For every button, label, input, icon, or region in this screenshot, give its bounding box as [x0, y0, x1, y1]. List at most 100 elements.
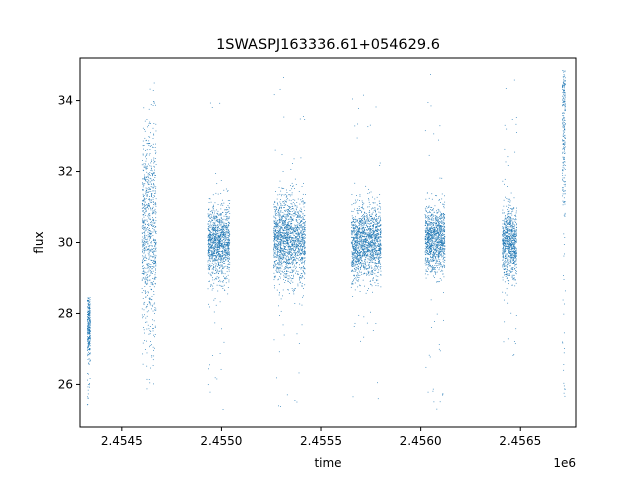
data-point — [371, 246, 372, 247]
data-point — [363, 217, 365, 219]
data-point — [146, 119, 148, 120]
data-point — [154, 309, 155, 311]
data-point — [89, 315, 91, 317]
data-point — [274, 275, 276, 277]
data-point — [87, 316, 88, 317]
data-point — [373, 231, 374, 232]
data-point — [282, 257, 284, 259]
data-point — [228, 253, 230, 254]
data-point — [281, 220, 283, 222]
data-point — [214, 260, 216, 261]
data-point — [292, 278, 293, 279]
data-point — [89, 338, 91, 339]
data-point — [273, 239, 275, 241]
data-point — [304, 260, 306, 262]
data-point — [371, 242, 373, 244]
data-point — [218, 256, 220, 258]
data-point — [354, 243, 356, 245]
data-point — [292, 270, 294, 272]
data-point — [275, 246, 276, 248]
data-point — [280, 310, 282, 312]
data-point — [374, 223, 376, 225]
data-point — [148, 250, 150, 252]
data-point — [89, 342, 91, 344]
data-point — [290, 242, 292, 243]
data-point — [372, 236, 374, 238]
data-point — [363, 249, 365, 250]
data-point — [280, 239, 282, 240]
data-point — [298, 260, 300, 261]
data-point — [275, 234, 277, 236]
data-point — [144, 241, 145, 243]
data-point — [155, 210, 157, 212]
data-point — [291, 192, 293, 194]
data-point — [150, 251, 152, 252]
data-point — [297, 239, 299, 241]
data-point — [89, 335, 91, 337]
data-point — [286, 199, 288, 201]
data-point — [380, 231, 382, 232]
data-point — [146, 388, 148, 390]
data-point — [145, 250, 147, 251]
data-point — [279, 246, 281, 248]
data-point — [303, 226, 305, 227]
data-point — [301, 250, 302, 252]
data-point — [377, 233, 379, 234]
data-point — [376, 234, 378, 236]
data-point — [368, 259, 370, 261]
data-point — [278, 187, 280, 188]
data-point — [222, 211, 224, 213]
data-point — [154, 147, 156, 148]
data-point — [356, 226, 358, 228]
data-point — [283, 250, 285, 252]
data-point — [146, 153, 148, 155]
data-point — [212, 252, 214, 253]
data-point — [226, 242, 228, 243]
data-point — [223, 234, 225, 236]
data-point — [296, 236, 298, 238]
data-point — [294, 266, 296, 268]
data-point — [280, 236, 282, 238]
data-point — [374, 202, 376, 204]
data-point — [215, 237, 217, 239]
data-point — [374, 253, 376, 255]
data-point — [274, 233, 276, 235]
data-point — [88, 301, 90, 303]
data-point — [296, 333, 298, 335]
data-point — [366, 248, 368, 250]
data-point — [147, 184, 149, 185]
data-point — [211, 252, 213, 254]
data-point — [273, 250, 275, 252]
data-point — [353, 247, 354, 249]
data-point — [149, 146, 151, 147]
data-point — [222, 229, 224, 230]
data-point — [302, 213, 304, 215]
data-point — [153, 171, 155, 173]
data-point — [375, 285, 377, 286]
data-point — [297, 216, 299, 217]
data-point — [359, 252, 361, 253]
data-point — [273, 94, 275, 96]
data-point — [218, 262, 220, 263]
data-point — [87, 336, 88, 337]
data-point — [286, 216, 288, 218]
data-point — [276, 266, 278, 268]
data-point — [278, 305, 279, 307]
data-point — [142, 363, 144, 365]
data-point — [299, 118, 301, 120]
data-point — [290, 214, 292, 215]
data-point — [360, 264, 362, 266]
data-point — [212, 230, 214, 231]
data-point — [88, 358, 90, 360]
data-point — [144, 234, 146, 236]
data-point — [219, 214, 221, 216]
data-point — [279, 207, 280, 209]
data-point — [150, 184, 152, 185]
data-point — [375, 249, 377, 251]
data-point — [147, 183, 149, 185]
data-point — [155, 187, 157, 189]
data-point — [372, 280, 374, 281]
data-point — [290, 169, 292, 170]
data-point — [303, 206, 305, 208]
data-point — [221, 241, 223, 243]
